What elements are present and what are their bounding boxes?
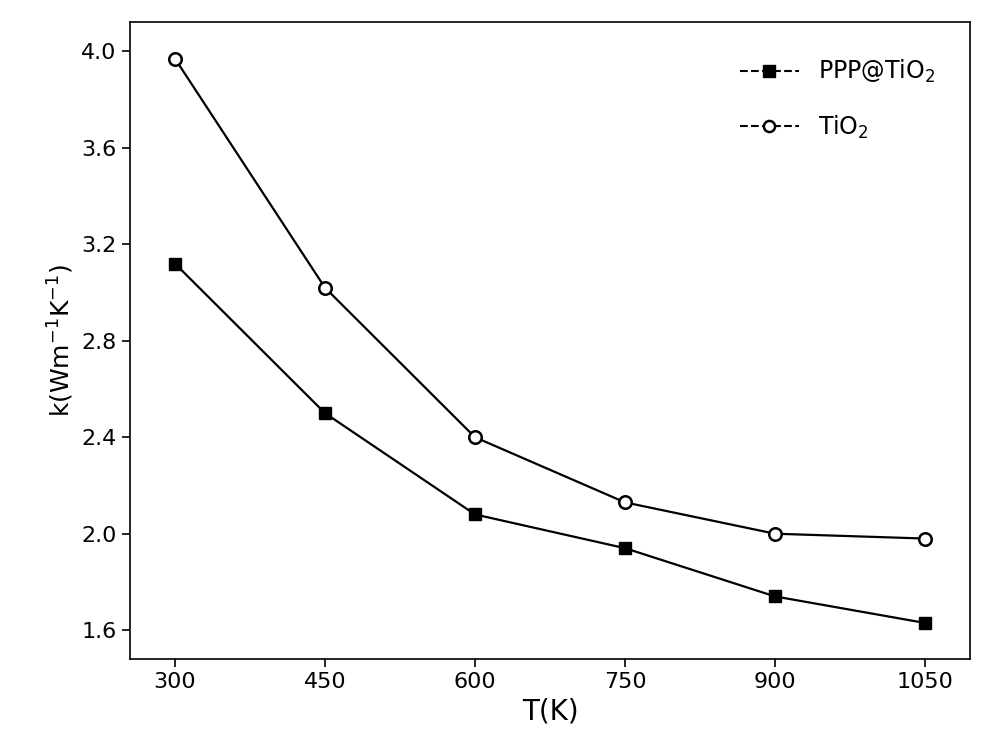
Line: PPP@TiO$_2$: PPP@TiO$_2$ — [169, 258, 931, 629]
Y-axis label: k(Wm$^{-1}$K$^{-1}$): k(Wm$^{-1}$K$^{-1}$) — [46, 264, 76, 417]
X-axis label: T(K): T(K) — [522, 698, 578, 726]
PPP@TiO$_2$ — [169, 259, 181, 268]
TiO$_2$ — [769, 530, 781, 539]
TiO$_2$ — [169, 54, 181, 63]
TiO$_2$ — [619, 498, 631, 507]
PPP@TiO$_2$ — [619, 544, 631, 553]
PPP@TiO$_2$ — [769, 592, 781, 601]
Line: TiO$_2$: TiO$_2$ — [169, 52, 931, 545]
PPP@TiO$_2$ — [319, 409, 331, 418]
TiO$_2$ — [919, 534, 931, 543]
TiO$_2$ — [319, 283, 331, 292]
TiO$_2$ — [469, 433, 481, 442]
Legend: PPP@TiO$_2$, TiO$_2$: PPP@TiO$_2$, TiO$_2$ — [716, 34, 958, 164]
PPP@TiO$_2$ — [919, 619, 931, 628]
PPP@TiO$_2$ — [469, 510, 481, 519]
